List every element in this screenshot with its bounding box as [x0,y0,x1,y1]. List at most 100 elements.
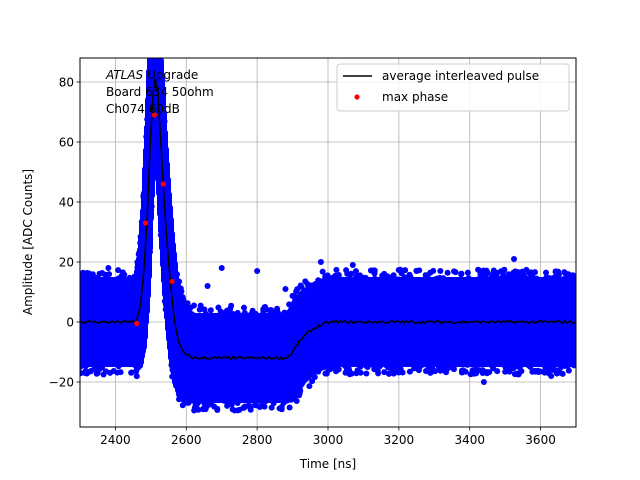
scatter-point [297,282,304,289]
scatter-point [115,363,122,370]
scatter-point [379,272,386,279]
scatter-point [257,397,264,404]
scatter-point [385,370,392,377]
scatter-point [240,404,247,411]
scatter-point [324,272,331,279]
scatter-point [399,369,406,376]
scatter-point [229,406,236,413]
scatter-outlier [94,370,101,376]
legend-point-swatch [354,94,360,100]
scatter-point [168,362,175,369]
scatter-point [371,270,378,277]
scatter-point [80,274,84,281]
scatter-point [343,361,350,368]
x-tick-label: 3400 [454,433,485,447]
scatter-point [555,271,562,278]
scatter-point [118,272,125,279]
scatter-point [81,369,88,376]
x-tick-label: 3600 [525,433,556,447]
scatter-point [288,302,295,309]
scatter-point [297,387,304,394]
scatter-point [333,266,340,273]
annotation: ATLAS Upgrade Board 634 50ohm Ch074 60dB [105,68,214,116]
scatter-point [137,239,144,246]
scatter-point [293,288,300,295]
scatter-point [440,275,447,282]
scatter-point [394,365,401,372]
scatter-point [148,203,155,210]
scatter-point [470,370,477,377]
scatter-point [191,302,198,309]
scatter-point [159,86,166,93]
scatter-point [494,368,501,375]
y-tick-label: 0 [66,315,74,329]
annotation-line-1: ATLAS Upgrade [105,68,198,82]
scatter-point [315,277,322,284]
scatter-point [429,364,436,371]
scatter-point [100,371,107,378]
scatter-point [542,362,549,369]
x-tick-label: 3200 [384,433,415,447]
scatter-outlier [317,259,324,265]
scatter-point [371,361,378,368]
scatter-point [102,271,109,278]
scatter-point [202,310,209,317]
scatter-point [259,402,266,409]
scatter-point [110,367,117,374]
scatter-point [228,302,235,309]
scatter-point [390,272,397,279]
scatter-point [570,362,576,369]
scatter-point [169,366,176,373]
series-layer [80,78,576,361]
scatter-point [511,371,518,378]
max-phase-point [134,320,140,327]
scatter-point [354,367,361,374]
grid [80,58,576,427]
scatter-point [131,273,138,280]
scatter-outlier [204,283,211,289]
scatter-point [134,264,141,271]
scatter-point [133,373,140,380]
scatter-point [144,116,151,123]
scatter-point [179,402,186,409]
scatter-point [292,392,299,399]
y-tick-label: 80 [59,75,74,89]
scatter-point [501,266,508,273]
scatter-point [451,268,458,275]
annotation-upgrade: Upgrade [143,68,198,82]
scatter-point [176,278,183,285]
scatter-point [363,363,370,370]
scatter-point [85,270,92,277]
scatter-point [437,268,444,275]
scatter-point [304,281,311,288]
scatter-point [248,311,255,318]
scatter-point [563,275,570,282]
scatter-point [389,365,396,372]
scatter-point [191,404,198,411]
scatter-point [432,276,439,283]
scatter-point [311,374,318,381]
scatter-point [562,362,569,369]
scatter-point [126,274,133,281]
scatter-point [338,276,345,283]
scatter-point [186,309,193,316]
scatter-point [335,271,342,278]
scatter-point [262,304,269,311]
y-tick-label: 40 [59,195,74,209]
scatter-point [543,269,550,276]
scatter-point [488,362,495,369]
scatter-point [508,364,515,371]
scatter-point [152,135,159,142]
scatter-point [543,274,550,281]
scatter-point [502,363,509,370]
scatter-point [465,275,472,282]
scatter-point [253,402,260,409]
scatter-point [178,288,185,295]
scatter-point [137,233,144,240]
scatter-point [395,276,402,283]
scatter-point [143,133,150,140]
scatter-point [245,402,252,409]
scatter-point [185,399,192,406]
scatter-point [221,309,228,316]
scatter-point [422,368,429,375]
